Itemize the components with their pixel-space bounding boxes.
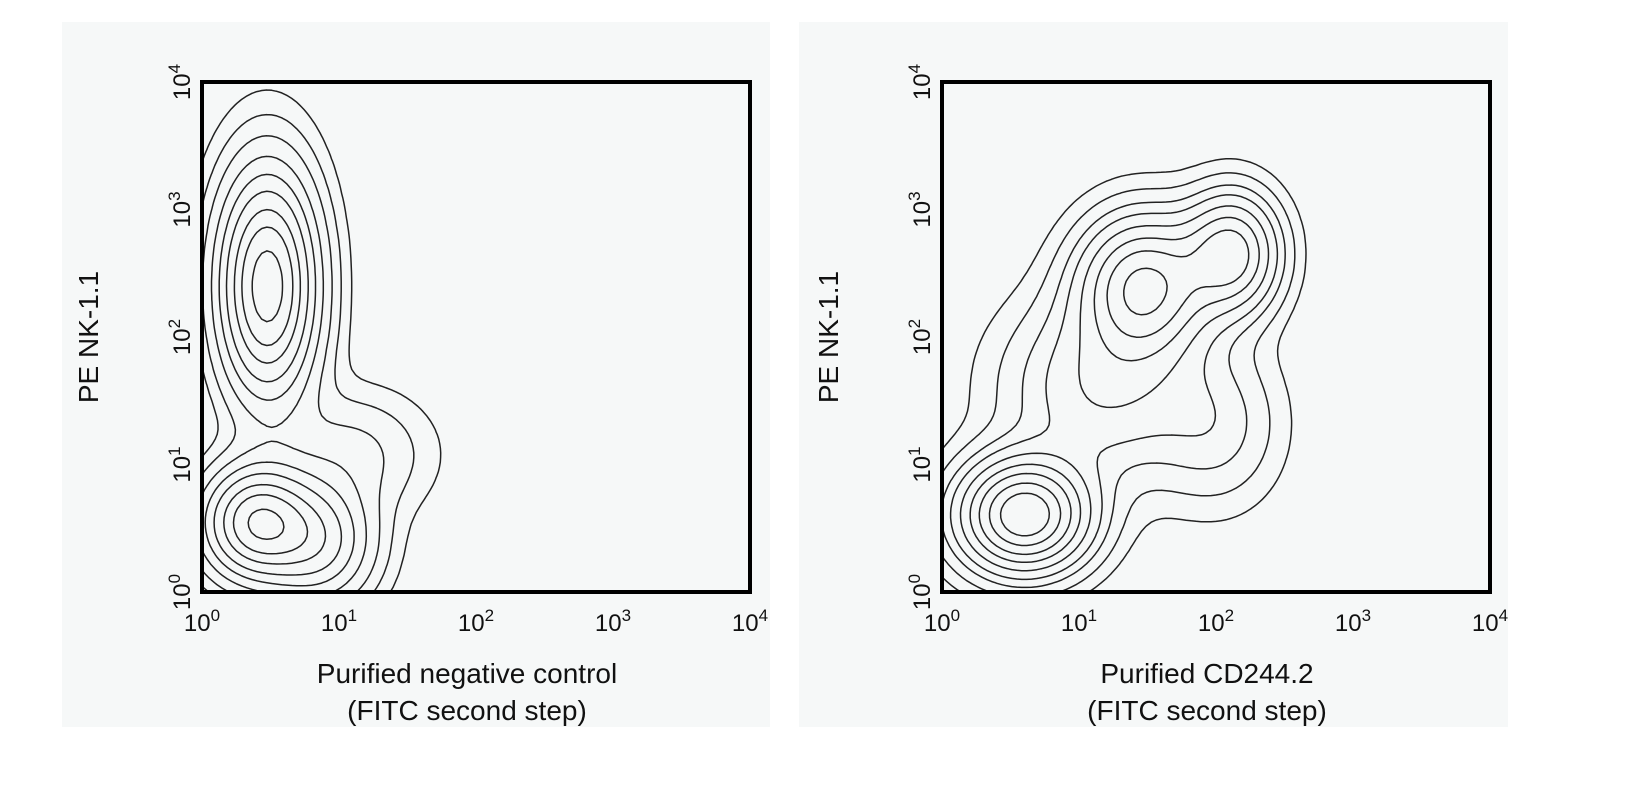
- y-tick-exponent: 1: [905, 446, 924, 455]
- x-tick-base: 10: [321, 610, 348, 637]
- y-axis-title: PE NK-1.1: [813, 271, 844, 403]
- y-tick-label: 103: [165, 191, 196, 227]
- x-tick-base: 10: [1335, 610, 1362, 637]
- contour-line: [204, 173, 355, 587]
- x-tick-label: 102: [1198, 606, 1234, 637]
- x-tick-base: 10: [1472, 610, 1499, 637]
- plot-background: [62, 22, 770, 727]
- y-tick-exponent: 3: [165, 191, 184, 200]
- x-tick-label: 100: [924, 606, 960, 637]
- contour-line: [941, 157, 1307, 593]
- x-tick-label: 104: [732, 606, 768, 637]
- y-tick-base: 10: [169, 583, 196, 610]
- x-axis-title-line1: Purified negative control: [317, 658, 617, 689]
- contour-line: [999, 492, 1051, 537]
- x-tick-exponent: 0: [951, 606, 960, 625]
- y-tick-label: 103: [905, 191, 936, 227]
- x-axis-title-line2: (FITC second step): [347, 695, 587, 726]
- y-tick-exponent: 1: [165, 446, 184, 455]
- y-tick-base: 10: [909, 73, 936, 100]
- y-tick-label: 101: [165, 446, 196, 482]
- contour-line: [978, 229, 1250, 556]
- contour-line: [201, 155, 368, 593]
- y-tick-label: 101: [905, 446, 936, 482]
- y-axis-title: PE NK-1.1: [73, 271, 104, 403]
- x-tick-base: 10: [595, 610, 622, 637]
- contour-line: [969, 216, 1260, 564]
- contour-lines: [941, 157, 1307, 593]
- y-tick-exponent: 0: [165, 574, 184, 583]
- x-tick-label: 103: [1335, 606, 1371, 637]
- contour-line: [213, 190, 343, 576]
- x-tick-exponent: 2: [1225, 606, 1234, 625]
- left-chart-panel: 100 101 102 103 104 100 101 102 103 104 Purified …: [62, 22, 770, 727]
- x-tick-exponent: 1: [348, 606, 357, 625]
- x-tick-base: 10: [184, 610, 211, 637]
- x-tick-base: 10: [732, 610, 759, 637]
- y-tick-label: 102: [165, 319, 196, 355]
- contour-line: [949, 194, 1279, 581]
- x-tick-exponent: 2: [485, 606, 494, 625]
- x-tick-label: 101: [321, 606, 357, 637]
- x-tick-label: 100: [184, 606, 220, 637]
- y-tick-base: 10: [909, 201, 936, 228]
- contour-line: [988, 267, 1168, 547]
- contour-line: [223, 208, 327, 565]
- contour-line: [232, 226, 309, 555]
- x-tick-exponent: 4: [759, 606, 768, 625]
- y-tick-label: 100: [905, 574, 936, 610]
- x-tick-exponent: 0: [211, 606, 220, 625]
- x-tick-exponent: 1: [1088, 606, 1097, 625]
- y-tick-base: 10: [909, 583, 936, 610]
- x-tick-base: 10: [1061, 610, 1088, 637]
- contour-line: [247, 250, 285, 540]
- y-tick-exponent: 4: [905, 64, 924, 73]
- y-tick-label: 104: [165, 64, 196, 100]
- x-axis-title-line2: (FITC second step): [1087, 695, 1327, 726]
- y-tick-base: 10: [169, 456, 196, 483]
- x-tick-base: 10: [458, 610, 485, 637]
- x-axis-title-line1: Purified CD244.2: [1100, 658, 1313, 689]
- y-tick-label: 100: [165, 574, 196, 610]
- contour-line: [201, 113, 415, 593]
- contour-lines: [201, 89, 442, 593]
- x-tick-label: 104: [1472, 606, 1508, 637]
- y-tick-label: 104: [905, 64, 936, 100]
- x-tick-label: 102: [458, 606, 494, 637]
- y-tick-exponent: 4: [165, 64, 184, 73]
- x-tick-exponent: 4: [1499, 606, 1508, 625]
- y-tick-base: 10: [909, 328, 936, 355]
- x-tick-exponent: 3: [1362, 606, 1371, 625]
- contour-line: [201, 134, 385, 593]
- y-tick-base: 10: [169, 328, 196, 355]
- contour-line: [959, 205, 1270, 572]
- contour-line: [941, 172, 1296, 593]
- plot-background: [799, 22, 1508, 727]
- plot-frame: [940, 80, 1492, 594]
- x-tick-label: 101: [1061, 606, 1097, 637]
- plot-frame: [200, 80, 752, 594]
- y-tick-base: 10: [169, 73, 196, 100]
- x-tick-base: 10: [924, 610, 951, 637]
- y-tick-label: 102: [905, 319, 936, 355]
- x-tick-exponent: 3: [622, 606, 631, 625]
- right-chart-panel: 100 101 102 103 104 100 101 102 103 104 Purified …: [799, 0, 1652, 797]
- y-tick-exponent: 2: [165, 319, 184, 328]
- x-tick-base: 10: [1198, 610, 1225, 637]
- y-tick-exponent: 2: [905, 319, 924, 328]
- y-tick-exponent: 3: [905, 191, 924, 200]
- y-tick-base: 10: [169, 201, 196, 228]
- y-tick-exponent: 0: [905, 574, 924, 583]
- y-tick-base: 10: [909, 456, 936, 483]
- x-tick-label: 103: [595, 606, 631, 637]
